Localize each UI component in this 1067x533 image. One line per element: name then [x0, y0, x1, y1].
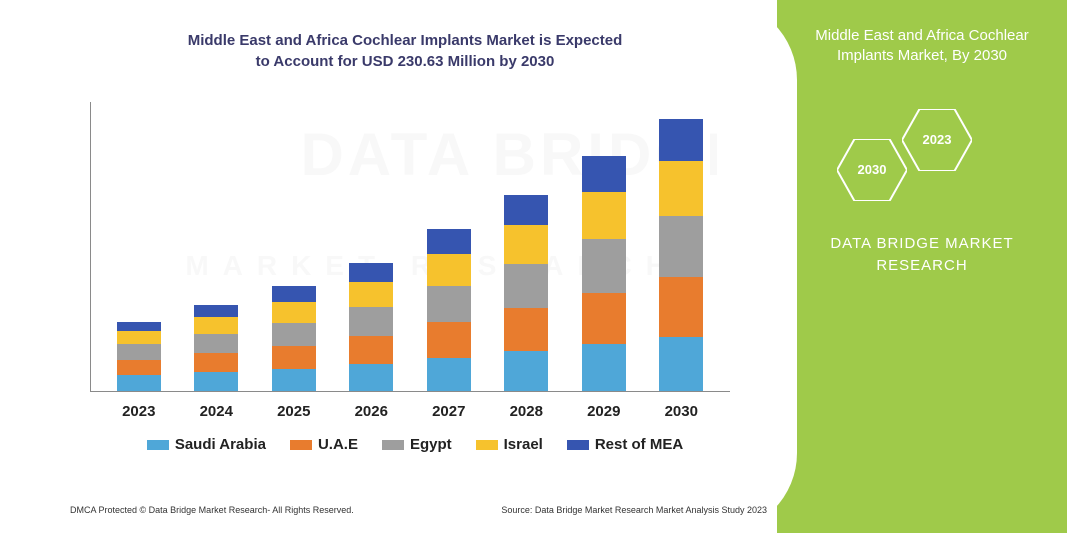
bar-seg-u.a.e — [117, 360, 161, 376]
legend-label: Rest of MEA — [595, 436, 683, 453]
xtick-2023: 2023 — [117, 403, 161, 420]
bar-seg-saudi-arabia — [272, 369, 316, 391]
xtick-2027: 2027 — [427, 403, 471, 420]
bar-seg-israel — [659, 161, 703, 216]
legend-label: Saudi Arabia — [175, 436, 266, 453]
legend-item-israel: Israel — [476, 436, 543, 453]
right-panel: Middle East and Africa Cochlear Implants… — [777, 0, 1067, 533]
bar-2029 — [582, 156, 626, 391]
bar-seg-egypt — [349, 307, 393, 336]
bar-seg-egypt — [194, 334, 238, 353]
legend-item-egypt: Egypt — [382, 436, 452, 453]
legend-item-rest-of-mea: Rest of MEA — [567, 436, 683, 453]
bar-seg-israel — [349, 282, 393, 308]
bar-seg-rest-of-mea — [117, 322, 161, 331]
x-tick-labels: 2023 2024 2025 2026 2027 2028 2029 2030 — [90, 403, 730, 420]
legend-label: Israel — [504, 436, 543, 453]
root: DATA BRIDGE MARKET RESEARCH Middle East … — [0, 0, 1067, 533]
xtick-2028: 2028 — [504, 403, 548, 420]
bar-seg-israel — [504, 225, 548, 264]
bar-seg-rest-of-mea — [582, 156, 626, 193]
bar-seg-israel — [272, 302, 316, 323]
bar-seg-egypt — [272, 323, 316, 346]
chart-title: Middle East and Africa Cochlear Implants… — [70, 30, 740, 72]
legend-swatch — [382, 440, 404, 450]
legend-swatch — [567, 440, 589, 450]
bar-seg-u.a.e — [582, 293, 626, 344]
bar-seg-saudi-arabia — [194, 372, 238, 391]
bar-seg-u.a.e — [272, 346, 316, 368]
bar-seg-saudi-arabia — [504, 351, 548, 391]
legend-swatch — [476, 440, 498, 450]
bar-seg-u.a.e — [659, 277, 703, 337]
hex-2030: 2030 — [837, 139, 907, 201]
xtick-2030: 2030 — [659, 403, 703, 420]
legend-item-u.a.e: U.A.E — [290, 436, 358, 453]
legend-label: Egypt — [410, 436, 452, 453]
bar-seg-saudi-arabia — [427, 358, 471, 391]
hex-2023: 2023 — [902, 109, 972, 171]
legend-swatch — [147, 440, 169, 450]
bar-seg-u.a.e — [194, 353, 238, 372]
bar-seg-egypt — [427, 286, 471, 322]
bar-seg-u.a.e — [349, 336, 393, 364]
bar-seg-egypt — [504, 264, 548, 309]
bars-container — [90, 101, 730, 391]
bar-seg-saudi-arabia — [117, 375, 161, 391]
bar-seg-egypt — [582, 239, 626, 293]
chart-area: DATA BRIDGE MARKET RESEARCH Middle East … — [0, 0, 780, 533]
hex-2023-label: 2023 — [923, 132, 952, 147]
footer-right: Source: Data Bridge Market Research Mark… — [501, 505, 767, 515]
panel-brand-line2: RESEARCH — [876, 257, 967, 274]
bar-seg-rest-of-mea — [427, 229, 471, 254]
bar-seg-israel — [117, 331, 161, 344]
xtick-2024: 2024 — [194, 403, 238, 420]
bar-seg-u.a.e — [427, 322, 471, 358]
bar-seg-u.a.e — [504, 308, 548, 350]
panel-brand-line1: DATA BRIDGE MARKET — [830, 235, 1013, 252]
bar-2026 — [349, 263, 393, 391]
chart-title-line2: to Account for USD 230.63 Million by 203… — [256, 53, 555, 70]
bar-2023 — [117, 322, 161, 391]
bar-seg-rest-of-mea — [349, 263, 393, 282]
bar-seg-egypt — [117, 344, 161, 360]
legend-item-saudi-arabia: Saudi Arabia — [147, 436, 266, 453]
bar-seg-rest-of-mea — [194, 305, 238, 317]
chart-title-line1: Middle East and Africa Cochlear Implants… — [188, 32, 623, 49]
xtick-2025: 2025 — [272, 403, 316, 420]
hex-graphic: 2030 2023 — [777, 103, 1067, 223]
bar-2027 — [427, 229, 471, 391]
bar-seg-rest-of-mea — [504, 195, 548, 225]
bar-2030 — [659, 119, 703, 391]
hex-2030-label: 2030 — [858, 162, 887, 177]
bar-2024 — [194, 305, 238, 391]
bar-seg-israel — [194, 317, 238, 334]
plot-area: 20232024202520262027202820292030 — [90, 102, 730, 392]
x-axis — [90, 391, 730, 392]
xtick-2029: 2029 — [582, 403, 626, 420]
bar-seg-rest-of-mea — [272, 286, 316, 302]
panel-title-line2: Implants Market, By 2030 — [837, 47, 1007, 64]
bar-seg-saudi-arabia — [582, 344, 626, 391]
xtick-2026: 2026 — [349, 403, 393, 420]
bar-seg-israel — [427, 254, 471, 286]
bar-2028 — [504, 195, 548, 391]
bar-seg-saudi-arabia — [349, 364, 393, 391]
panel-title: Middle East and Africa Cochlear Implants… — [777, 0, 1067, 67]
legend-swatch — [290, 440, 312, 450]
footer: DMCA Protected © Data Bridge Market Rese… — [70, 505, 767, 515]
bar-seg-egypt — [659, 216, 703, 277]
panel-title-line1: Middle East and Africa Cochlear — [815, 27, 1028, 44]
bar-seg-saudi-arabia — [659, 337, 703, 391]
footer-left: DMCA Protected © Data Bridge Market Rese… — [70, 505, 354, 515]
bar-seg-israel — [582, 192, 626, 239]
panel-brand: DATA BRIDGE MARKET RESEARCH — [777, 233, 1067, 278]
bar-seg-rest-of-mea — [659, 119, 703, 161]
legend: Saudi Arabia U.A.E Egypt Israel Rest of MEA — [90, 436, 740, 453]
legend-label: U.A.E — [318, 436, 358, 453]
bar-2025 — [272, 286, 316, 391]
